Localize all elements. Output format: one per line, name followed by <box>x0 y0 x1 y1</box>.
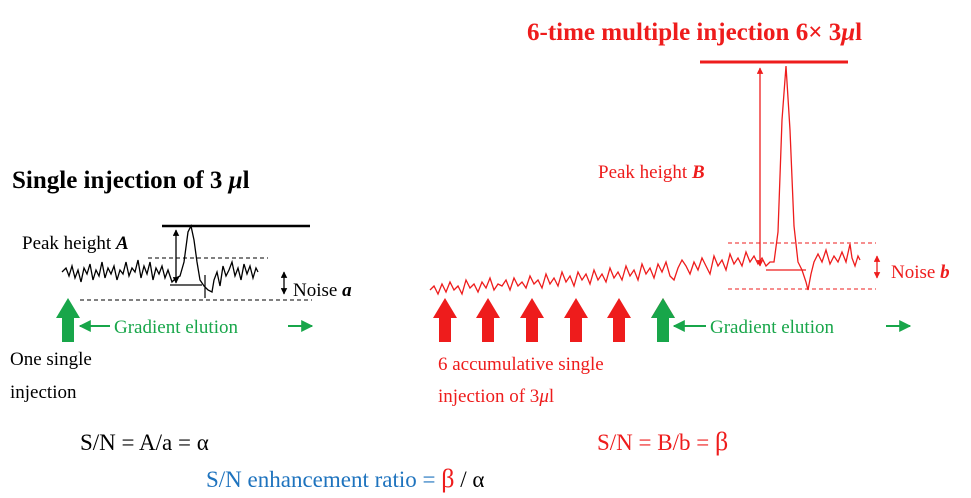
left-gradient-label: Gradient elution <box>114 317 238 338</box>
red-injection-arrow-icon <box>520 298 544 342</box>
right-noise-label: Noise b <box>891 262 950 283</box>
left-injection-line1: One single <box>10 349 92 370</box>
left-peak-label: Peak height A <box>22 233 129 254</box>
right-gradient-label: Gradient elution <box>710 317 834 338</box>
left-formula: S/N = A/a = α <box>80 430 209 455</box>
red-injection-arrow-icon <box>476 298 500 342</box>
right-formula: S/N = B/b = β <box>597 427 728 456</box>
right-injection-line2: injection of 3μl <box>438 386 554 407</box>
red-injection-arrow-icon <box>564 298 588 342</box>
right-gradient-start-arrow-icon <box>651 298 675 342</box>
left-injection-line2: injection <box>10 382 77 403</box>
right-chromatogram-trace <box>429 65 861 296</box>
right-injection-line1: 6 accumulative single <box>438 354 604 375</box>
red-injection-arrow-icon <box>433 298 457 342</box>
red-injection-arrow-icon <box>607 298 631 342</box>
left-injection-arrow-icon <box>56 298 80 342</box>
right-injection-arrows <box>433 298 675 342</box>
left-chromatogram-trace <box>61 224 259 293</box>
right-peak-label: Peak height B <box>598 162 705 183</box>
right-title: 6-time multiple injection 6× 3μl <box>527 19 862 46</box>
enhancement-ratio: S/N enhancement ratio = β / α <box>206 464 484 493</box>
left-noise-label: Noise a <box>293 280 352 301</box>
left-title: Single injection of 3 μl <box>12 167 250 194</box>
